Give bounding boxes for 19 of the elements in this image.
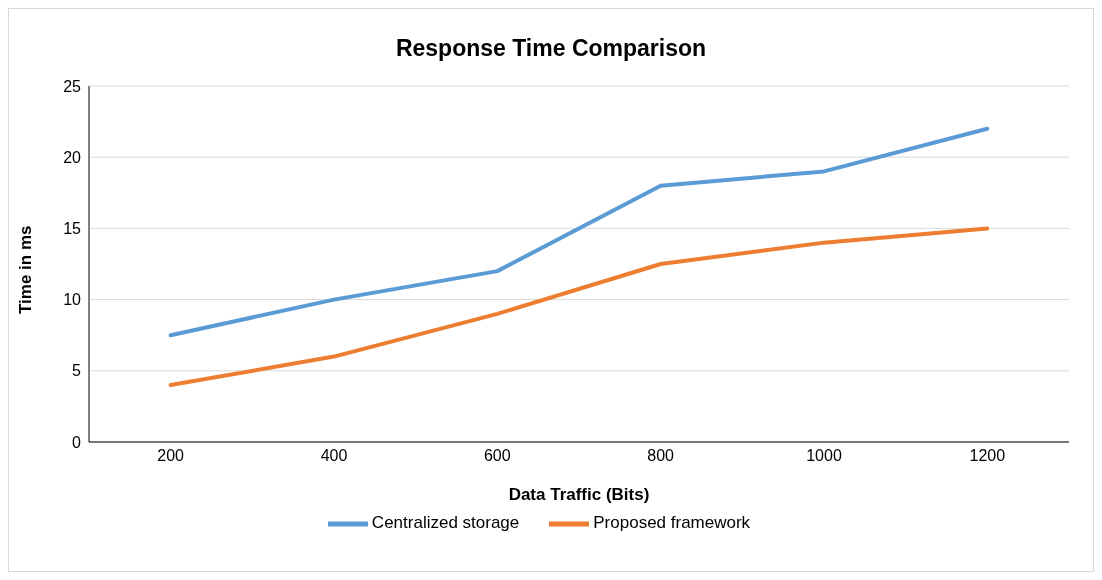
legend-label: Proposed framework	[593, 513, 751, 533]
x-tick-label: 600	[483, 447, 511, 465]
y-tick-label: 20	[63, 148, 82, 166]
x-tick-label: 1000	[806, 447, 842, 465]
x-axis-title: Data Traffic (Bits)	[508, 485, 650, 504]
y-axis-title: Time in ms	[16, 225, 36, 314]
x-tick-label: 200	[157, 447, 185, 465]
line-series	[168, 126, 990, 338]
chart-title: Response Time Comparison	[394, 35, 708, 62]
y-tick-label: 10	[63, 291, 82, 309]
x-tick-label: 1200	[969, 447, 1006, 465]
y-tick-label: 15	[63, 220, 82, 238]
line-series	[168, 226, 990, 388]
legend-label: Centralized storage	[371, 513, 520, 533]
x-tick-label: 800	[647, 447, 675, 465]
x-tick-label: 400	[320, 447, 348, 465]
y-tick-label: 25	[63, 77, 82, 95]
y-tick-label: 0	[72, 433, 82, 451]
y-tick-label: 5	[72, 362, 82, 380]
